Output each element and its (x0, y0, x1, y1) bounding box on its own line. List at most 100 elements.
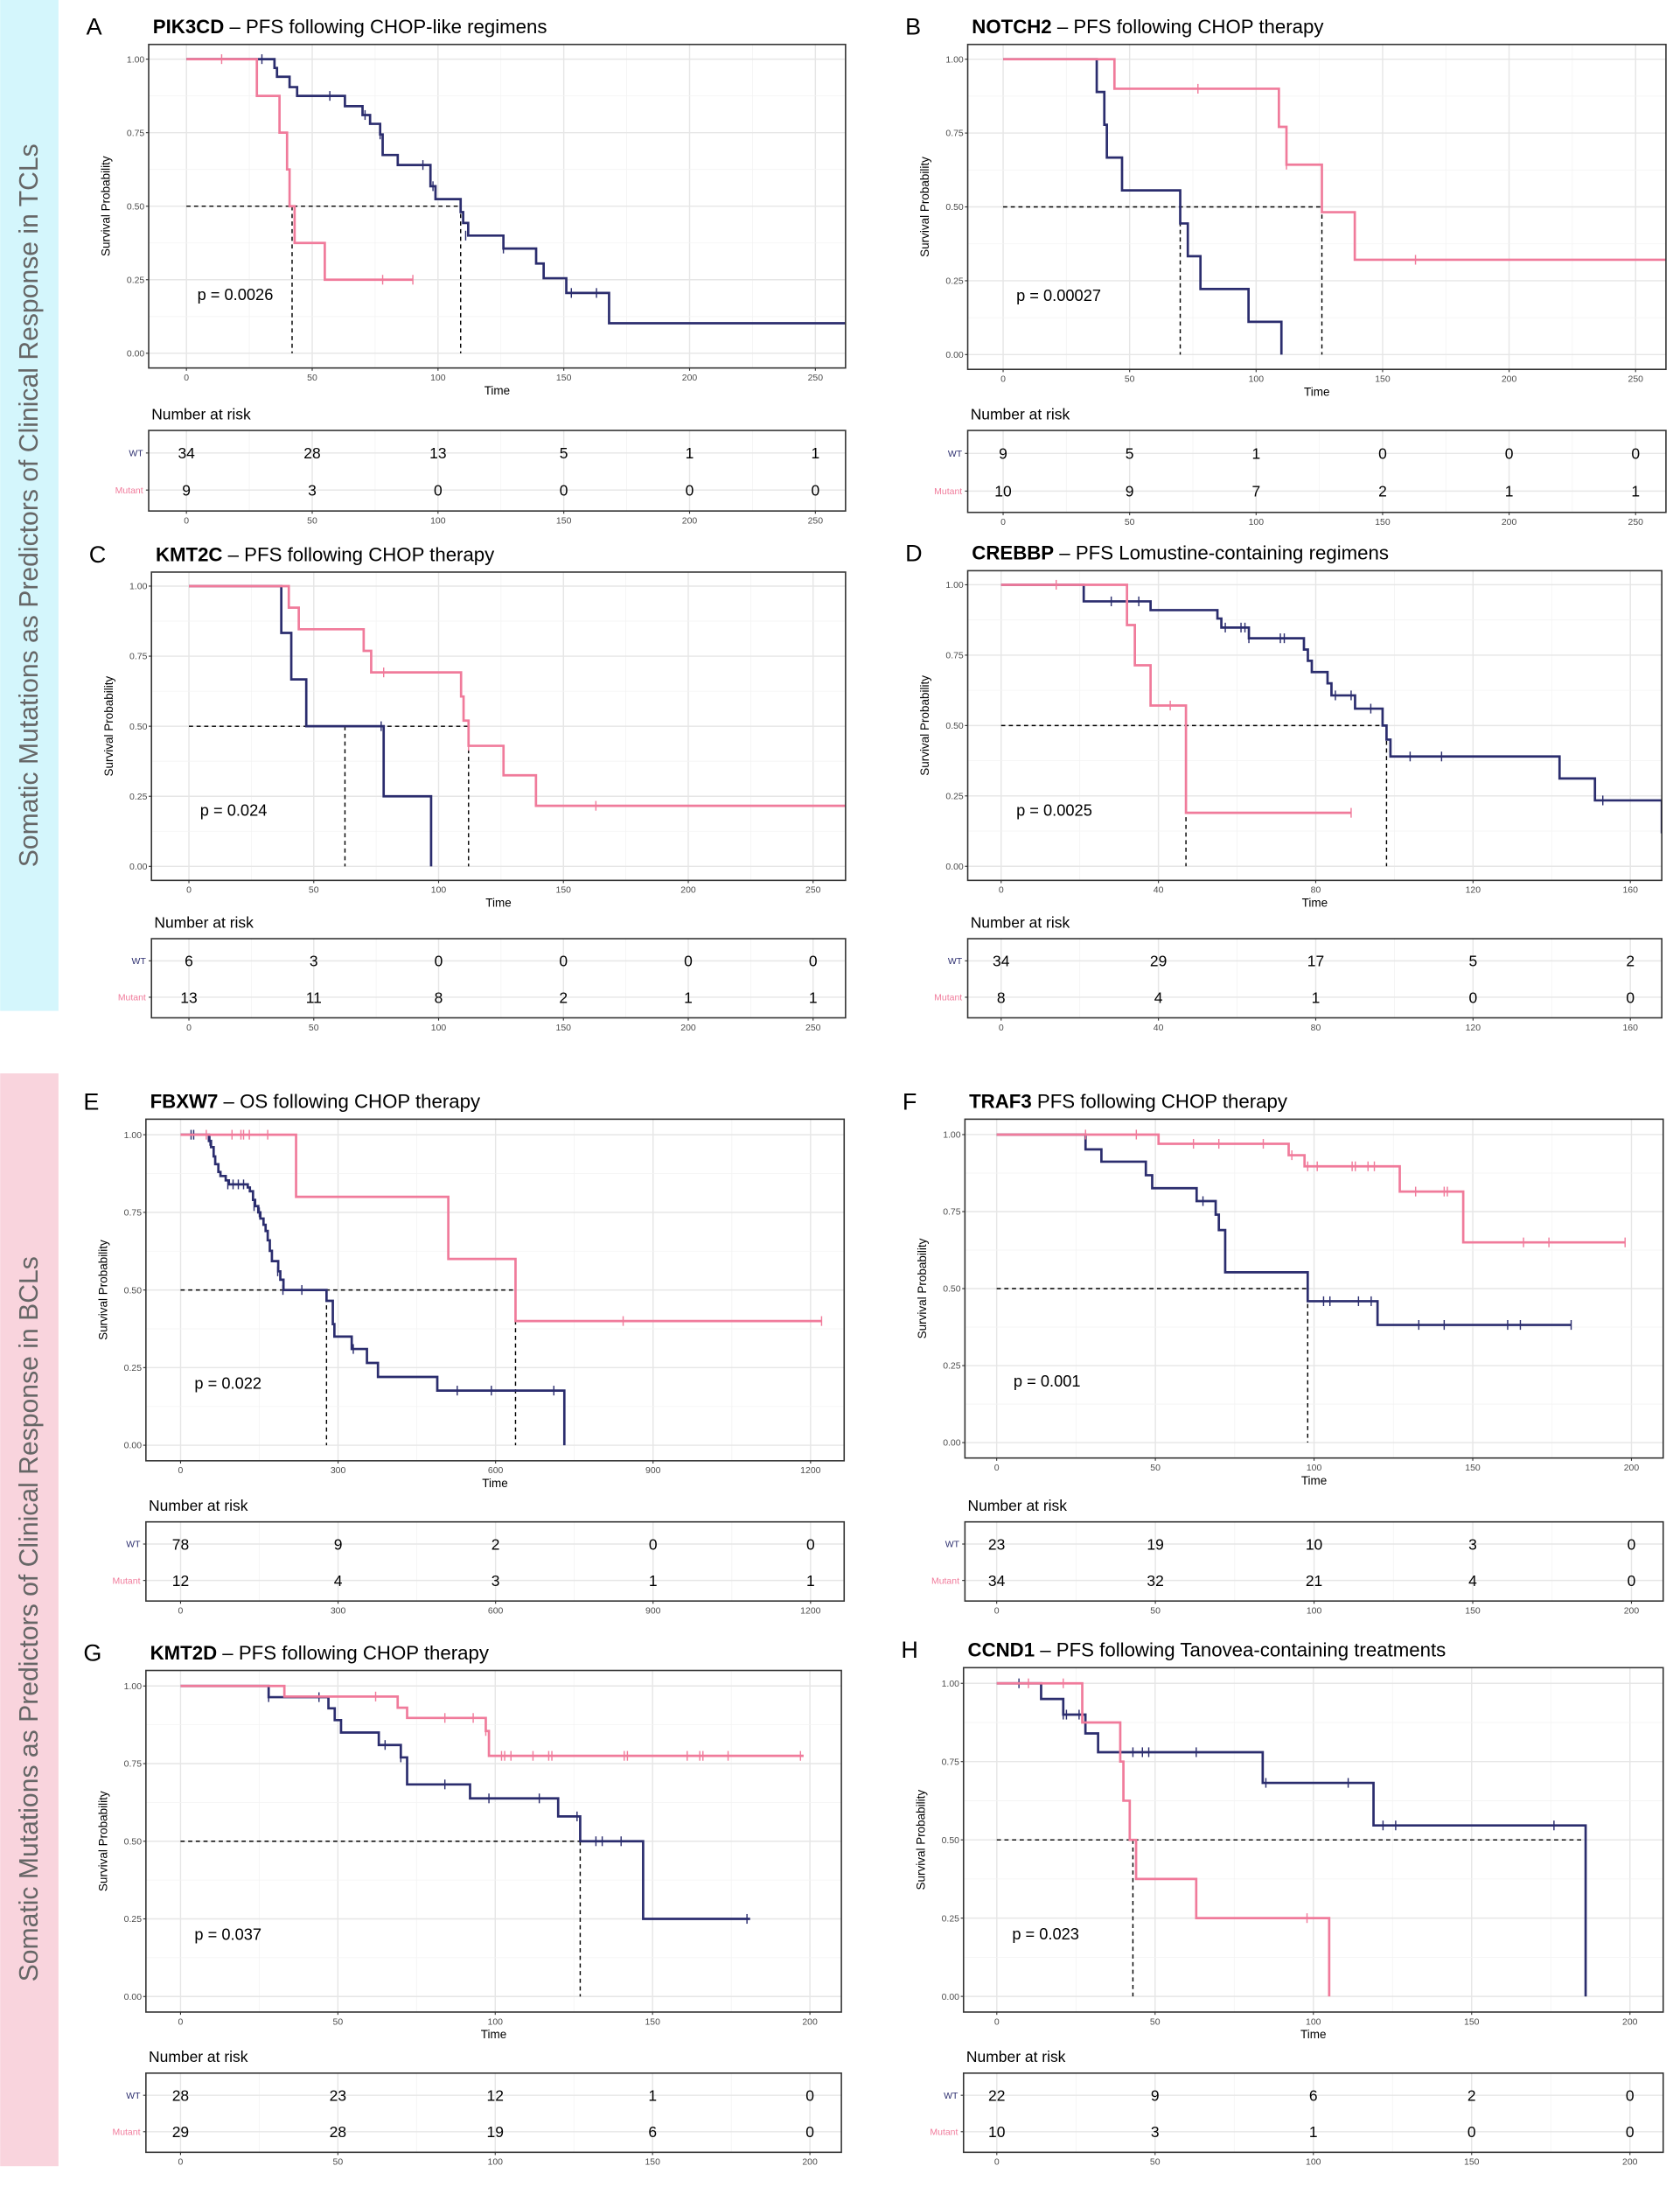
km-curve-wt (189, 584, 433, 867)
risk-value: 29 (172, 2123, 189, 2141)
risk-value: 6 (648, 2123, 657, 2141)
km-curve-mutant (189, 584, 846, 807)
km-curve-mutant (1003, 58, 1666, 262)
risk-table (967, 939, 1663, 1018)
km-curve-wt (996, 1133, 1572, 1326)
risk-x-tick-label: 100 (1307, 1606, 1322, 1616)
risk-x-tick-label: 200 (1624, 1606, 1640, 1616)
risk-x-tick-label: 0 (1000, 518, 1006, 528)
risk-x-tick-label: 100 (1306, 2158, 1321, 2168)
risk-x-tick-label: 200 (682, 516, 698, 526)
risk-x-tick-label: 0 (186, 1024, 192, 1033)
risk-value: 1 (806, 1572, 815, 1590)
risk-value: 1 (684, 989, 693, 1006)
risk-value: 34 (988, 1572, 1006, 1590)
risk-value: 0 (1631, 445, 1640, 463)
km-panel-h: H CCND1 – PFS following Tanovea-containin… (901, 1637, 1664, 2168)
gene-name: FBXW7 (150, 1091, 219, 1113)
km-panel-d: D CREBBP – PFS Lomustine-containing regim… (905, 540, 1663, 1033)
x-axis-label: Time (482, 1477, 507, 1490)
risk-value: 2 (1378, 483, 1387, 500)
y-tick-label: 0.25 (127, 276, 145, 285)
title-rest: – PFS following CHOP therapy (1052, 16, 1325, 38)
risk-table-title: Number at risk (968, 1497, 1068, 1514)
km-curve-wt (1000, 583, 1663, 834)
risk-value: 29 (1150, 953, 1167, 970)
risk-value: 22 (988, 2087, 1005, 2105)
risk-row-label: Mutant (115, 486, 143, 496)
risk-x-tick-label: 200 (802, 2158, 818, 2168)
risk-row-label: WT (132, 957, 147, 967)
risk-value: 3 (308, 482, 317, 500)
p-value: p = 0.00027 (1016, 286, 1101, 304)
risk-value: 0 (649, 1535, 658, 1553)
risk-value: 5 (560, 444, 568, 462)
y-tick-label: 1.00 (942, 1680, 960, 1689)
x-axis-label: Time (1304, 385, 1329, 398)
risk-value: 13 (180, 989, 197, 1006)
gene-name: CCND1 (968, 1639, 1035, 1661)
gene-name: CREBBP (972, 542, 1054, 564)
risk-table-border (145, 1520, 846, 1602)
risk-x-tick-label: 100 (488, 2158, 504, 2168)
risk-x-tick-label: 0 (178, 1606, 184, 1616)
risk-x-tick-label: 150 (556, 516, 572, 526)
risk-table-border (148, 430, 847, 512)
risk-row-label: Mutant (934, 487, 962, 497)
risk-value: 0 (686, 482, 694, 500)
km-curve-wt (180, 1684, 750, 1920)
y-tick-label: 0.50 (943, 1285, 961, 1295)
panel-title: PIK3CD – PFS following CHOP-like regimen… (153, 16, 547, 38)
risk-x-tick-label: 100 (430, 516, 446, 526)
km-curve-mutant (1000, 583, 1351, 814)
risk-value: 6 (1309, 2087, 1318, 2105)
x-tick-label: 250 (1628, 375, 1643, 385)
p-value: p = 0.001 (1014, 1372, 1081, 1390)
risk-table (149, 430, 846, 512)
km-curve-wt (1003, 58, 1283, 355)
risk-x-tick-label: 250 (805, 1024, 821, 1033)
risk-value: 1 (811, 444, 819, 462)
x-tick-label: 40 (1154, 886, 1164, 896)
y-tick-label: 0.50 (945, 203, 964, 213)
x-tick-label: 0 (178, 1466, 184, 1476)
risk-value: 12 (487, 2087, 504, 2105)
risk-value: 0 (559, 953, 568, 970)
risk-x-tick-label: 1200 (800, 1606, 820, 1616)
risk-value: 11 (306, 989, 322, 1006)
risk-value: 3 (1151, 2123, 1160, 2141)
risk-table (151, 939, 846, 1018)
panel-letter: B (905, 14, 921, 40)
p-value: p = 0.0026 (198, 285, 274, 304)
y-tick-label: 0.00 (129, 863, 148, 872)
risk-value: 0 (806, 1535, 815, 1553)
risk-value: 10 (1306, 1535, 1323, 1553)
panel-letter: F (903, 1088, 917, 1114)
x-axis-label: Time (484, 384, 510, 397)
risk-table-border (966, 938, 1663, 1019)
y-tick-label: 0.25 (124, 1915, 143, 1925)
x-tick-label: 200 (680, 886, 696, 896)
risk-table-border (150, 938, 847, 1019)
plot-border (145, 1669, 842, 2013)
x-tick-label: 0 (994, 1464, 1000, 1473)
y-tick-label: 0.25 (129, 793, 148, 802)
y-axis-label: Survival Probability (100, 156, 113, 256)
y-tick-label: 0.50 (127, 202, 145, 212)
risk-x-tick-label: 0 (994, 2158, 1000, 2168)
risk-value: 0 (1626, 2123, 1635, 2141)
panel-letter: H (901, 1637, 917, 1663)
risk-value: 0 (435, 953, 443, 970)
risk-table-border (966, 430, 1667, 514)
y-tick-label: 0.00 (127, 349, 145, 359)
risk-x-tick-label: 150 (556, 1024, 572, 1033)
x-tick-label: 300 (331, 1466, 346, 1476)
risk-value: 10 (988, 2123, 1006, 2141)
risk-value: 10 (994, 483, 1012, 500)
panel-letter: E (83, 1088, 99, 1114)
y-tick-label: 0.50 (942, 1836, 960, 1846)
y-tick-label: 0.50 (124, 1837, 143, 1847)
y-tick-label: 0.75 (942, 1757, 960, 1767)
y-tick-label: 0.00 (124, 1993, 143, 2002)
risk-x-tick-label: 50 (309, 1024, 319, 1033)
